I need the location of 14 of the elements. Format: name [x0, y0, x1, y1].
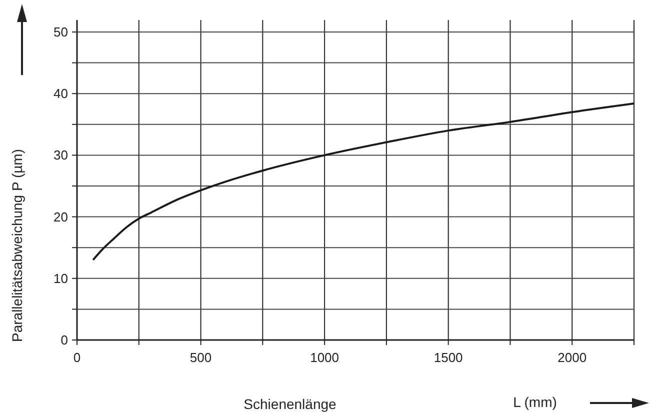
x-tick-label: 0	[73, 350, 81, 365]
y-tick-label: 10	[54, 270, 68, 286]
y-tick-label: 20	[54, 209, 68, 224]
y-axis-title: Parallelitätsabweichung P (µm)	[9, 148, 25, 342]
x-tick-label: 500	[190, 350, 212, 365]
x-axis-title: Schienenlänge	[244, 396, 337, 412]
y-tick-label: 50	[54, 24, 68, 40]
x-tick-label: 1500	[434, 350, 463, 365]
y-tick-label: 40	[54, 86, 68, 102]
x-tick-label: 2000	[558, 350, 587, 365]
text: L (mm)	[513, 394, 557, 410]
y-tick-label: 30	[54, 148, 68, 163]
x-tick-label: 1000	[310, 350, 340, 365]
y-tick-label: 0	[60, 332, 68, 348]
